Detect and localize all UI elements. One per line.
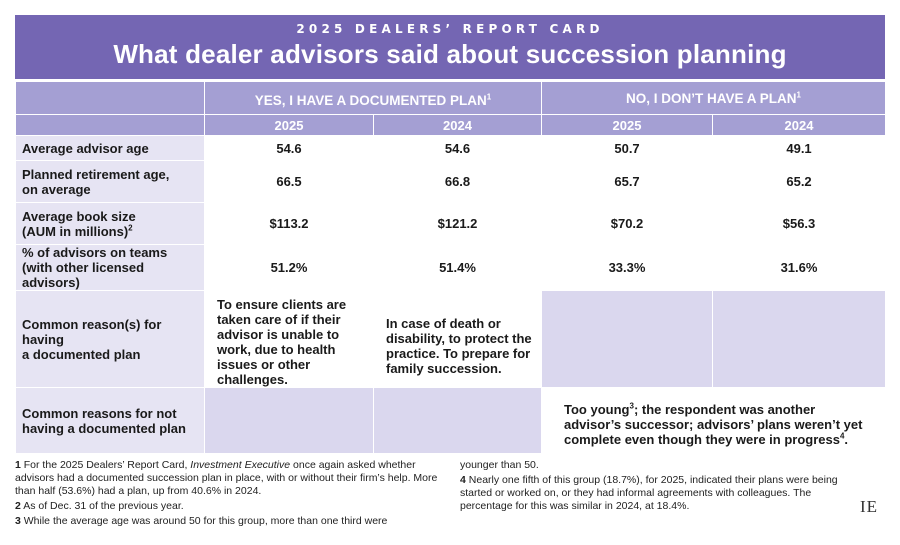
year-header: 2025: [204, 114, 374, 136]
reason-text: Too young: [564, 402, 630, 417]
reason-text: ; the respondent was another advisor’s s…: [564, 402, 863, 447]
footnote-number: 2: [15, 500, 21, 512]
empty-cell: [372, 387, 543, 454]
table-cell: $70.2: [541, 202, 714, 245]
row-label-line: a documented plan: [22, 346, 141, 362]
table-cell: 54.6: [372, 135, 543, 161]
row-label-line: Average book size: [22, 208, 136, 224]
ie-logo: IE: [859, 497, 878, 516]
no-group-label: NO, I DON’T HAVE A PLAN: [626, 90, 797, 106]
footnote-3: 3 While the average age was around 50 fo…: [15, 515, 440, 528]
footnote-number: 1: [15, 459, 21, 471]
footnote-number: 3: [15, 515, 21, 527]
corner-cell: [15, 114, 205, 136]
row-label-line: % of advisors on teams: [22, 245, 168, 260]
succession-table: YES, I HAVE A DOCUMENTED PLAN1 NO, I DON…: [15, 81, 887, 454]
row-label: % of advisors on teams (with other licens…: [15, 244, 205, 291]
row-label-line: Common reasons for not: [22, 405, 177, 421]
table-row: Common reason(s) for having a documented …: [15, 290, 887, 388]
row-label: Average advisor age: [15, 135, 205, 161]
table-cell: 54.6: [204, 135, 374, 161]
no-group-header: NO, I DON’T HAVE A PLAN1: [541, 81, 887, 115]
footnote-ref: 1: [486, 92, 492, 101]
empty-cell: [204, 387, 374, 454]
yes-group-header: YES, I HAVE A DOCUMENTED PLAN1: [203, 81, 543, 115]
footnote-3-continued: younger than 50.: [460, 459, 539, 471]
row-label: Common reason(s) for having a documented …: [15, 290, 205, 388]
table-cell: 33.3%: [541, 244, 714, 291]
year-header: 2025: [541, 114, 714, 136]
table-cell: 51.2%: [204, 244, 374, 291]
year-header: 2024: [372, 114, 543, 136]
row-label-line: (with other licensed advisors): [22, 260, 145, 290]
publication-name: Investment Executive: [190, 459, 291, 471]
yes-group-label: YES, I HAVE A DOCUMENTED PLAN: [254, 92, 487, 108]
table-row: % of advisors on teams (with other licens…: [15, 244, 887, 291]
table-cell: 31.6%: [712, 244, 887, 291]
row-label-line: Planned retirement age,: [22, 166, 170, 182]
footnotes-right: younger than 50. 4 Nearly one fifth of t…: [460, 459, 855, 515]
footnote-ref: 4: [839, 431, 845, 441]
table-cell: $121.2: [372, 202, 543, 245]
footnote-ref: 2: [128, 223, 133, 233]
footnote-4: 4 Nearly one fifth of this group (18.7%)…: [460, 474, 855, 513]
reason-cell: In case of death or disability, to prote…: [372, 290, 543, 388]
footnote-ref: 1: [796, 90, 801, 99]
footnote-2: 2 As of Dec. 31 of the previous year.: [15, 500, 440, 513]
footnote-1: 1 For the 2025 Dealers’ Report Card, Inv…: [15, 459, 440, 498]
footnote-text: Nearly one fifth of this group (18.7%), …: [460, 474, 838, 512]
table-row: Common reasons for not having a documente…: [15, 387, 887, 454]
table-cell: 66.8: [372, 160, 543, 203]
row-label-line: (AUM in millions): [22, 223, 129, 239]
table-cell: $113.2: [204, 202, 374, 245]
footnote-text: While the average age was around 50 for …: [23, 515, 388, 527]
row-label-line: Common reason(s) for having: [22, 316, 162, 347]
row-label: Common reasons for not having a documente…: [15, 387, 205, 454]
footnote-text: once again asked whether advisors had a …: [15, 459, 438, 497]
footnote-text: As of Dec. 31 of the previous year.: [23, 500, 184, 512]
reason-text: .: [844, 432, 849, 447]
empty-cell: [712, 290, 887, 388]
corner-cell: [15, 81, 205, 115]
footnotes-left: 1 For the 2025 Dealers’ Report Card, Inv…: [15, 459, 440, 530]
table-cell: 65.7: [541, 160, 714, 203]
table-cell: 49.1: [712, 135, 887, 161]
table-cell: $56.3: [712, 202, 887, 245]
table-cell: 51.4%: [372, 244, 543, 291]
row-label-line: on average: [22, 181, 91, 197]
reason-cell: Too young3; the respondent was another a…: [541, 387, 887, 454]
year-header-row: 2025 2024 2025 2024: [15, 114, 887, 136]
table-row: Average advisor age 54.6 54.6 50.7 49.1: [15, 135, 887, 161]
year-header: 2024: [712, 114, 887, 136]
row-label: Average book size (AUM in millions)2: [15, 202, 205, 245]
report-header: 2025 DEALERS’ REPORT CARD What dealer ad…: [15, 15, 885, 79]
table-row: Planned retirement age, on average 66.5 6…: [15, 160, 887, 203]
footnote-text: For the 2025 Dealers’ Report Card,: [23, 459, 188, 471]
row-label-line: having a documented plan: [22, 420, 186, 436]
row-label: Planned retirement age, on average: [15, 160, 205, 203]
empty-cell: [541, 290, 714, 388]
footnote-ref: 3: [629, 401, 634, 411]
report-kicker: 2025 DEALERS’ REPORT CARD: [296, 22, 604, 36]
group-header-row: YES, I HAVE A DOCUMENTED PLAN1 NO, I DON…: [15, 81, 887, 115]
table-row: Average book size (AUM in millions)2 $113…: [15, 202, 887, 245]
reason-cell: To ensure clients are taken care of if t…: [204, 290, 374, 388]
report-title: What dealer advisors said about successi…: [113, 39, 787, 69]
table-cell: 66.5: [204, 160, 374, 203]
footnote-number: 4: [460, 474, 466, 486]
table-cell: 65.2: [712, 160, 887, 203]
table-cell: 50.7: [541, 135, 714, 161]
